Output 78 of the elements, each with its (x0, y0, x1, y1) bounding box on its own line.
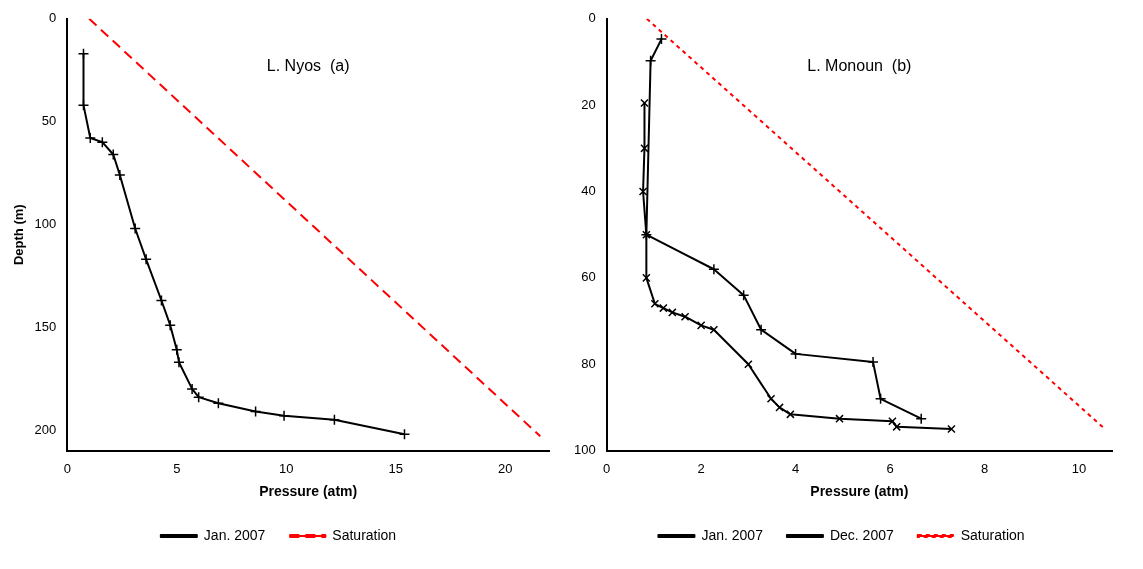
point (96, 136, 109, 148)
y-tick-label: 150 (34, 318, 57, 334)
x-tick-label: 5 (173, 460, 181, 476)
x-tick-label: 8 (980, 460, 989, 476)
point (129, 222, 141, 235)
y-tick-label: 20 (581, 96, 596, 112)
text: L. Monoun (b) (807, 57, 912, 75)
y-tick-label: 100 (34, 216, 57, 231)
legend-label: Jan. 2007 (203, 526, 266, 543)
y-tick-label: 0 (49, 10, 57, 26)
point (755, 323, 767, 336)
point (786, 410, 795, 419)
y-tick-label: 50 (41, 113, 57, 129)
x-tick-label: 0 (63, 460, 71, 476)
point (398, 428, 411, 440)
x-tick-label: 2 (697, 460, 705, 476)
legend-label: Saturation (332, 526, 397, 543)
point (212, 397, 225, 410)
x-axis-title: Pressure (atm) (259, 483, 358, 500)
point (835, 414, 844, 423)
point (696, 321, 706, 330)
point (737, 289, 750, 301)
y-tick-label: 100 (573, 442, 596, 458)
y-axis-title: Depth (m) (11, 204, 27, 266)
point (328, 414, 341, 426)
point (77, 99, 90, 111)
point (107, 148, 120, 161)
point (915, 412, 927, 425)
point (642, 273, 651, 283)
x-tick-label: 20 (497, 460, 513, 476)
point (278, 409, 290, 422)
point (709, 325, 719, 334)
point (947, 424, 956, 434)
point (668, 308, 677, 317)
point (186, 383, 198, 395)
x-tick-label: 6 (886, 460, 894, 476)
point (892, 422, 901, 432)
point (84, 132, 97, 144)
point (640, 144, 649, 153)
text: L. Nyos (a) (266, 57, 350, 75)
point (155, 294, 168, 307)
x-tick-label: 10 (1071, 460, 1087, 476)
point (638, 187, 648, 196)
y-tick-label: 0 (588, 10, 596, 26)
point (173, 356, 185, 368)
legend-label: Dec. 2007 (829, 526, 894, 543)
point (140, 253, 152, 266)
point (874, 393, 887, 405)
point (789, 348, 802, 360)
legend-label: Saturation (960, 526, 1025, 543)
point (164, 319, 176, 331)
point (650, 299, 660, 309)
y-tick-label: 200 (34, 421, 57, 437)
point (644, 54, 657, 67)
point (171, 344, 183, 356)
x-axis-title: Pressure (atm) (810, 483, 909, 500)
point (249, 405, 262, 418)
point (775, 403, 784, 412)
point (867, 356, 879, 368)
point (744, 359, 753, 369)
x-tick-label: 4 (791, 460, 800, 476)
y-tick-label: 40 (581, 183, 596, 199)
x-tick-label: 15 (388, 460, 403, 476)
x-tick-label: 10 (279, 460, 294, 476)
y-tick-label: 60 (581, 269, 596, 285)
point (659, 303, 668, 313)
point (114, 169, 126, 181)
point (192, 391, 205, 403)
legend-label: Jan. 2007 (701, 526, 764, 543)
point (766, 394, 776, 404)
point (888, 416, 897, 426)
point (77, 48, 90, 60)
y-tick-label: 80 (581, 355, 596, 371)
point (708, 263, 720, 275)
point (640, 98, 649, 108)
point (680, 312, 690, 322)
point (655, 33, 668, 45)
x-tick-label: 0 (603, 460, 611, 476)
